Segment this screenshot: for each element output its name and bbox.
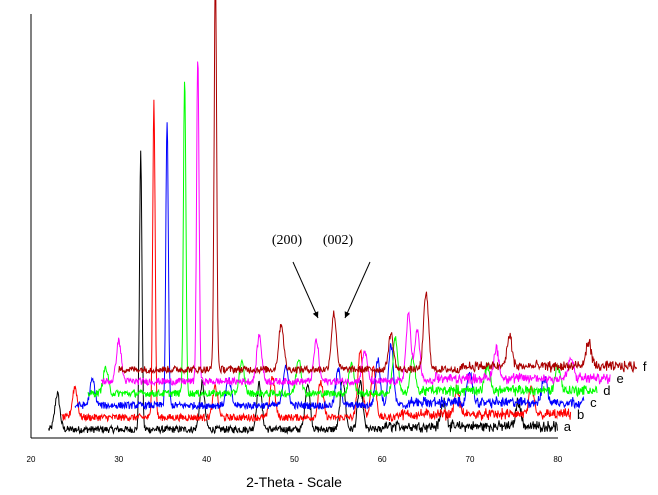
annotation-arrow xyxy=(292,261,319,319)
series-label-e: e xyxy=(616,371,623,386)
x-tick-label: 70 xyxy=(466,455,475,464)
series-line-e xyxy=(100,61,611,387)
annotation-label: (200) xyxy=(272,233,303,248)
x-tick-label: 30 xyxy=(114,455,123,464)
x-tick-label: 20 xyxy=(27,455,36,464)
annotation-arrowhead xyxy=(312,311,319,318)
annotation-arrowhead xyxy=(344,311,351,318)
series-label-d: d xyxy=(603,383,610,398)
series-line-c xyxy=(74,122,585,411)
x-tick-label: 50 xyxy=(290,455,299,464)
series-label-c: c xyxy=(590,395,597,410)
series-label-a: a xyxy=(564,419,572,434)
x-tick-label: 40 xyxy=(202,455,211,464)
x-tick-labels: 20 30 40 50 60 70 80 xyxy=(27,455,563,464)
series-line-f xyxy=(118,0,638,375)
peak-annotations: (200) (002) xyxy=(272,233,371,319)
series-line-d xyxy=(87,81,598,399)
annotation-arrow xyxy=(344,261,371,319)
x-tick-label: 60 xyxy=(378,455,387,464)
annotation-label: (002) xyxy=(323,233,354,248)
series-label-f: f xyxy=(643,359,647,374)
series-line-b xyxy=(61,99,572,423)
x-tick-label: 80 xyxy=(553,455,562,464)
x-axis-title: 2-Theta - Scale xyxy=(246,474,342,490)
xrd-traces xyxy=(48,0,638,435)
series-label-b: b xyxy=(577,407,584,422)
